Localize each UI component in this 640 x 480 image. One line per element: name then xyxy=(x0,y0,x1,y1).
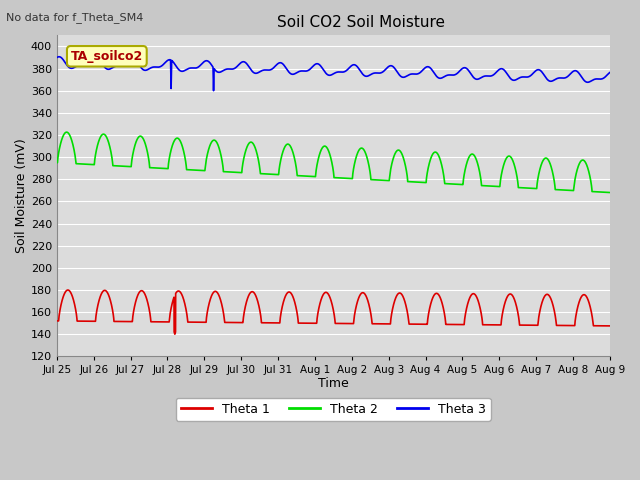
Title: Soil CO2 Soil Moisture: Soil CO2 Soil Moisture xyxy=(277,15,445,30)
X-axis label: Time: Time xyxy=(318,377,349,390)
Text: No data for f_Theta_SM4: No data for f_Theta_SM4 xyxy=(6,12,144,23)
Y-axis label: Soil Moisture (mV): Soil Moisture (mV) xyxy=(15,138,28,253)
Text: TA_soilco2: TA_soilco2 xyxy=(70,50,143,63)
Legend: Theta 1, Theta 2, Theta 3: Theta 1, Theta 2, Theta 3 xyxy=(176,398,491,420)
